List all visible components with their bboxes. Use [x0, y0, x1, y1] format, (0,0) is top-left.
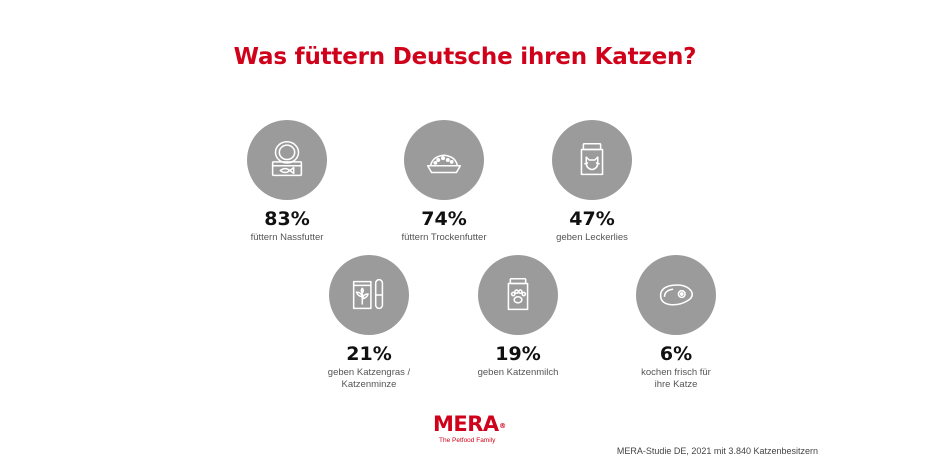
- treat-bag-icon: [552, 120, 632, 200]
- registered-mark: ®: [499, 422, 506, 430]
- stat-value: 21%: [346, 343, 392, 365]
- stat-label-line: geben Katzenmilch: [477, 367, 559, 378]
- stat-value: 47%: [569, 208, 615, 230]
- stat-value: 74%: [421, 208, 467, 230]
- stat-wet-food: 83% füttern Nassfutter: [207, 120, 367, 244]
- page-title: Was füttern Deutsche ihren Katzen?: [233, 44, 697, 70]
- wet-food-can-icon: [247, 120, 327, 200]
- stat-value: 83%: [264, 208, 310, 230]
- source-note: MERA-Studie DE, 2021 mit 3.840 Katzenbes…: [616, 446, 818, 456]
- stat-label: füttern Nassfutter: [207, 232, 367, 244]
- cat-grass-icon: [329, 255, 409, 335]
- stat-label-line: füttern Nassfutter: [250, 232, 324, 243]
- stat-label: kochen frisch für ihre Katze: [596, 367, 756, 391]
- stat-label-line: geben Leckerlies: [556, 232, 628, 243]
- stat-cat-milk: 19% geben Katzenmilch: [438, 255, 598, 379]
- stat-fresh-cooking: 6% kochen frisch für ihre Katze: [596, 255, 756, 391]
- meat-steak-icon: [636, 255, 716, 335]
- stat-value: 19%: [495, 343, 541, 365]
- stat-label-line: geben Katzengras /: [327, 367, 411, 378]
- stat-label-line: kochen frisch für: [641, 367, 711, 378]
- logo-brand: MERA ®: [433, 412, 506, 436]
- cat-milk-jar-icon: [478, 255, 558, 335]
- stat-treats: 47% geben Leckerlies: [512, 120, 672, 244]
- logo-tagline: The Petfood Family: [439, 437, 496, 444]
- stat-label-line: Katzenminze: [341, 379, 397, 390]
- dry-food-bowl-icon: [404, 120, 484, 200]
- stat-label: geben Katzenmilch: [438, 367, 598, 379]
- stat-dry-food: 74% füttern Trockenfutter: [364, 120, 524, 244]
- stat-label-line: füttern Trockenfutter: [401, 232, 487, 243]
- stat-value: 6%: [659, 343, 693, 365]
- logo-brand-text: MERA: [433, 412, 499, 436]
- stat-label: geben Katzengras / Katzenminze: [289, 367, 449, 391]
- stat-cat-grass: 21% geben Katzengras / Katzenminze: [289, 255, 449, 391]
- stat-label: geben Leckerlies: [512, 232, 672, 244]
- mera-logo: MERA ® The Petfood Family: [433, 412, 513, 444]
- stat-label: füttern Trockenfutter: [364, 232, 524, 244]
- stat-label-line: ihre Katze: [654, 379, 698, 390]
